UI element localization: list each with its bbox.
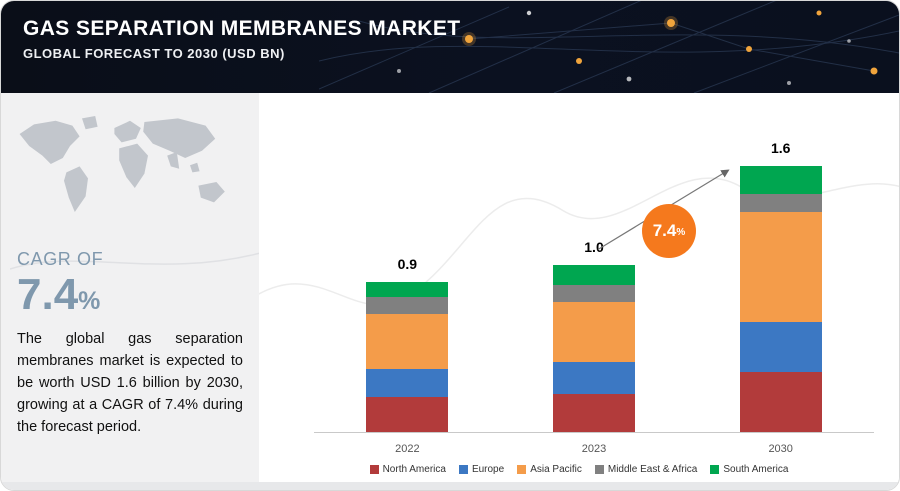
legend-label-middle-east-africa: Middle East & Africa	[607, 464, 698, 475]
growth-badge-value: 7.4	[652, 221, 677, 240]
bar-stack-2022	[366, 282, 449, 432]
legend-label-south-america: South America	[723, 464, 789, 475]
bar-total-label-2022: 0.9	[397, 256, 418, 272]
bar-total-label-2023: 1.0	[584, 239, 604, 255]
world-map	[19, 116, 225, 212]
cagr-number: 7.4	[17, 270, 79, 319]
x-axis-label-2023: 2023	[581, 443, 607, 455]
legend-label-europe: Europe	[471, 464, 505, 475]
bar-cell-2030: 1.6	[687, 140, 874, 432]
bar-cell-2022: 0.9	[314, 256, 501, 432]
legend-swatch-middle-east-africa	[594, 465, 604, 474]
legend-item-middle-east-africa: Middle East & Africa	[594, 464, 698, 475]
legend-item-asia-pacific: Asia Pacific	[517, 464, 582, 475]
market-description: The global gas separation membranes mark…	[17, 331, 243, 436]
x-axis-label-2022: 2022	[395, 443, 420, 455]
x-axis-labels: 2022 2023 2030	[314, 443, 874, 455]
cagr-label: CAGR OF	[17, 249, 104, 269]
legend-label-asia-pacific: Asia Pacific	[530, 464, 582, 475]
header: GAS SEPARATION MEMBRANES MARKET GLOBAL F…	[1, 1, 899, 93]
bar-segment-north-america-2022	[366, 397, 449, 432]
legend-swatch-europe	[458, 465, 468, 474]
bar-segment-europe-2022	[366, 369, 449, 397]
chart-panel: 0.9 1.0 1.6 2022 2023 2030 North America Euro…	[259, 93, 899, 482]
bar-segment-europe-2023	[553, 362, 635, 394]
growth-badge-percent-sign: %	[676, 227, 686, 238]
bar-segment-asia-pacific-2030	[739, 212, 822, 322]
chart-legend: North America Europe Asia Pacific Middle Ea…	[259, 464, 899, 475]
footer-strip	[1, 482, 899, 490]
bar-segment-south-america-2022	[366, 282, 449, 297]
bar-stack-2030	[739, 166, 822, 432]
legend-item-europe: Europe	[458, 464, 505, 475]
bar-segment-north-america-2030	[739, 372, 822, 432]
bar-segment-south-america-2023	[553, 265, 635, 285]
cagr-percent-sign: %	[78, 287, 101, 315]
legend-swatch-south-america	[710, 465, 720, 474]
bar-segment-europe-2030	[739, 322, 822, 372]
legend-swatch-north-america	[369, 465, 379, 474]
bar-total-label-2030: 1.6	[770, 140, 791, 156]
legend-label-north-america: North America	[382, 464, 446, 475]
x-axis-label-2030: 2030	[768, 443, 793, 455]
bar-stack-2023	[553, 265, 635, 432]
bar-segment-asia-pacific-2022	[366, 314, 449, 369]
cagr-value: 7.4%	[17, 270, 243, 319]
bar-segment-south-america-2030	[739, 166, 822, 194]
bar-segment-middle-east-africa-2023	[553, 285, 635, 302]
page-subtitle: GLOBAL FORECAST TO 2030 (USD BN)	[23, 46, 285, 62]
bar-cell-2023: 1.0	[501, 239, 688, 432]
chart-plot: 0.9 1.0 1.6	[314, 103, 874, 433]
bar-segment-middle-east-africa-2022	[366, 297, 449, 314]
legend-swatch-asia-pacific	[517, 465, 527, 474]
page-title: GAS SEPARATION MEMBRANES MARKET	[23, 17, 461, 40]
bar-segment-north-america-2023	[553, 394, 635, 432]
bar-segment-asia-pacific-2023	[553, 302, 635, 362]
body: CAGR OF 7.4% The global gas separation m…	[1, 93, 899, 482]
bar-segment-middle-east-africa-2030	[739, 194, 822, 212]
growth-badge: 7.4%	[642, 204, 696, 258]
sidebar: CAGR OF 7.4% The global gas separation m…	[1, 93, 268, 482]
legend-item-south-america: South America	[710, 464, 788, 475]
legend-item-north-america: North America	[369, 464, 446, 475]
